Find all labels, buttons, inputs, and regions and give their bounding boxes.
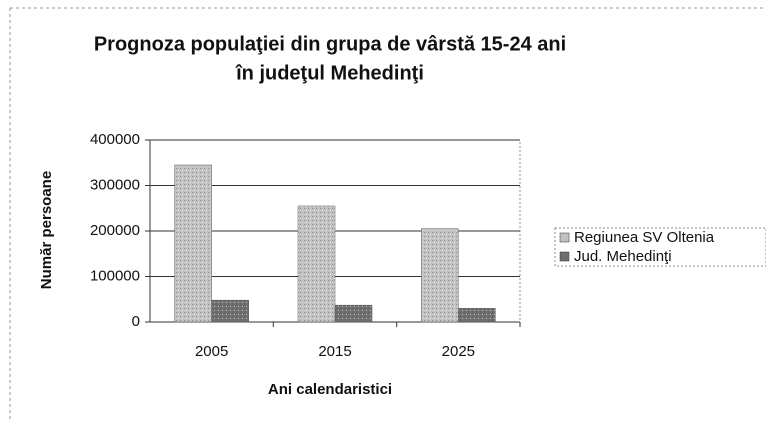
bar-texture bbox=[174, 165, 212, 322]
y-tick-label: 200000 bbox=[90, 222, 140, 239]
bar-texture bbox=[211, 300, 249, 322]
bar-texture bbox=[298, 205, 335, 322]
bar-texture bbox=[421, 228, 459, 322]
bar-texture bbox=[458, 308, 496, 322]
legend-label: Jud. Mehedinţi bbox=[574, 248, 672, 265]
x-tick-label: 2015 bbox=[318, 343, 351, 360]
x-tick-label: 2025 bbox=[442, 343, 475, 360]
y-tick-label: 400000 bbox=[90, 131, 140, 148]
legend-swatch bbox=[559, 251, 570, 262]
x-axis-label: Ani calendaristici bbox=[268, 381, 392, 398]
chart-title: în judeţul Mehedinţi bbox=[235, 62, 424, 84]
y-axis-label: Număr persoane bbox=[38, 171, 55, 289]
legend-swatch bbox=[559, 232, 570, 243]
legend-label: Regiunea SV Oltenia bbox=[574, 229, 715, 246]
x-tick-label: 2005 bbox=[195, 343, 228, 360]
legend bbox=[554, 227, 766, 267]
y-tick-label: 0 bbox=[132, 313, 140, 330]
y-tick-label: 100000 bbox=[90, 267, 140, 284]
y-tick-label: 300000 bbox=[90, 176, 140, 193]
chart-title: Prognoza populaţiei din grupa de vârstă … bbox=[94, 33, 566, 55]
bar-texture bbox=[335, 305, 372, 322]
